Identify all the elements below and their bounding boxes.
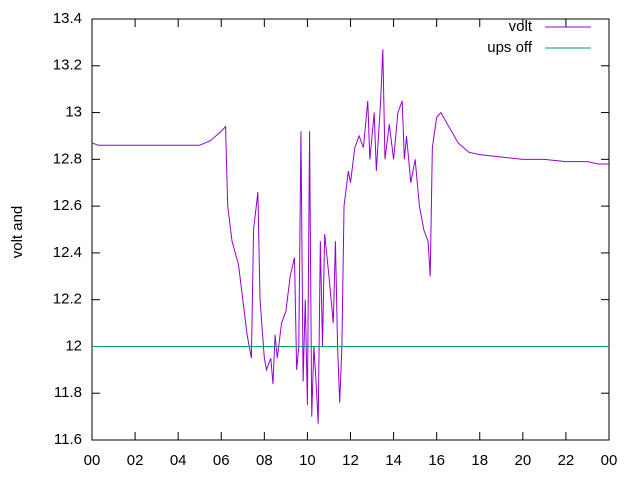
y-tick-label: 13.4: [53, 10, 82, 27]
x-tick-label: 06: [213, 452, 230, 469]
y-tick-label: 11.8: [54, 384, 82, 401]
x-tick-label: 00: [601, 452, 618, 469]
y-tick-label: 13: [65, 104, 82, 121]
x-tick-label: 16: [428, 452, 445, 469]
y-tick-label: 12.4: [53, 244, 82, 261]
x-tick-label: 04: [170, 452, 187, 469]
y-tick-label: 12.2: [53, 291, 82, 308]
plot-frame: [91, 18, 610, 441]
x-tick-label: 10: [299, 452, 316, 469]
y-tick-label: 13.2: [53, 57, 82, 74]
x-tick-label: 18: [471, 452, 488, 469]
x-tick-label: 14: [385, 452, 402, 469]
legend-label: volt: [509, 18, 533, 35]
series-line: [91, 49, 609, 424]
x-tick-label: 02: [127, 452, 144, 469]
y-tick-label: 12: [65, 337, 82, 354]
y-tick-label: 11.6: [54, 431, 82, 448]
y-axis-label: volt and: [9, 206, 26, 259]
y-tick-label: 12.6: [53, 197, 82, 214]
x-tick-label: 00: [84, 452, 101, 469]
legend-label: ups off: [487, 39, 533, 56]
x-tick-label: 20: [514, 452, 531, 469]
x-tick-label: 22: [558, 452, 575, 469]
x-tick-label: 12: [342, 452, 359, 469]
x-tick-label: 08: [256, 452, 273, 469]
y-tick-label: 12.8: [53, 150, 82, 167]
